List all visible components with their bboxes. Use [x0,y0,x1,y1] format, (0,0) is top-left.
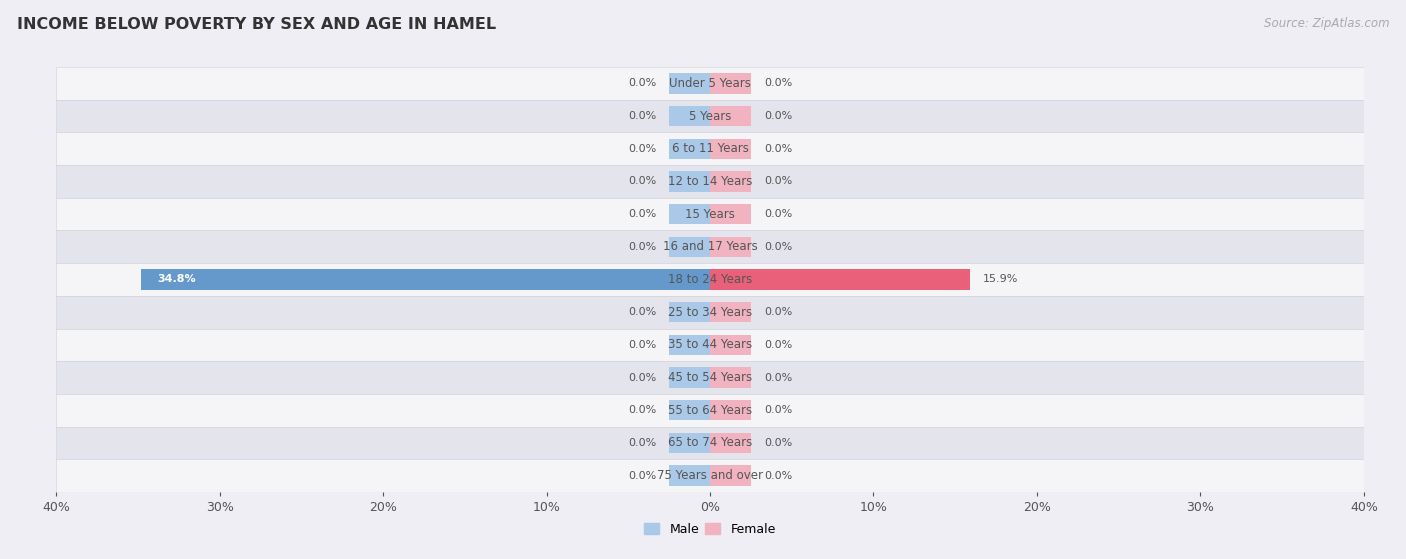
Text: 0.0%: 0.0% [763,340,792,350]
Text: 55 to 64 Years: 55 to 64 Years [668,404,752,416]
Text: 0.0%: 0.0% [763,307,792,317]
Bar [710,302,751,323]
Bar [710,269,970,290]
Text: 0.0%: 0.0% [763,144,792,154]
Text: 0.0%: 0.0% [763,111,792,121]
Bar [669,236,710,257]
Text: 12 to 14 Years: 12 to 14 Years [668,175,752,188]
Text: 0.0%: 0.0% [763,438,792,448]
Bar [669,433,710,453]
Bar [710,335,751,355]
Bar [710,171,751,192]
Bar [56,132,1364,165]
Bar [141,269,710,290]
Bar [56,329,1364,361]
Text: 0.0%: 0.0% [628,405,657,415]
Text: 75 Years and over: 75 Years and over [657,469,763,482]
Bar [710,433,751,453]
Bar [669,466,710,486]
Text: 0.0%: 0.0% [628,307,657,317]
Text: 34.8%: 34.8% [157,274,197,285]
Text: 0.0%: 0.0% [763,177,792,187]
Legend: Male, Female: Male, Female [640,518,780,541]
Text: Source: ZipAtlas.com: Source: ZipAtlas.com [1264,17,1389,30]
Text: 15.9%: 15.9% [983,274,1018,285]
Text: 5 Years: 5 Years [689,110,731,122]
Bar [669,106,710,126]
Bar [710,367,751,388]
Bar [56,100,1364,132]
Bar [710,466,751,486]
Text: 0.0%: 0.0% [628,372,657,382]
Text: 0.0%: 0.0% [628,111,657,121]
Bar [710,400,751,420]
Bar [56,427,1364,459]
Text: 0.0%: 0.0% [628,242,657,252]
Text: 0.0%: 0.0% [763,78,792,88]
Text: 0.0%: 0.0% [628,177,657,187]
Text: 6 to 11 Years: 6 to 11 Years [672,143,748,155]
Bar [710,73,751,93]
Text: 0.0%: 0.0% [628,340,657,350]
Bar [669,204,710,224]
Text: 25 to 34 Years: 25 to 34 Years [668,306,752,319]
Text: 0.0%: 0.0% [628,438,657,448]
Bar [56,67,1364,100]
Bar [56,198,1364,230]
Bar [710,106,751,126]
Text: INCOME BELOW POVERTY BY SEX AND AGE IN HAMEL: INCOME BELOW POVERTY BY SEX AND AGE IN H… [17,17,496,32]
Text: 65 to 74 Years: 65 to 74 Years [668,437,752,449]
Bar [56,296,1364,329]
Text: 0.0%: 0.0% [628,78,657,88]
Text: 0.0%: 0.0% [763,471,792,481]
Bar [710,236,751,257]
Text: 16 and 17 Years: 16 and 17 Years [662,240,758,253]
Text: 0.0%: 0.0% [763,209,792,219]
Bar [669,73,710,93]
Bar [56,230,1364,263]
Bar [669,302,710,323]
Bar [710,204,751,224]
Bar [56,394,1364,427]
Text: 0.0%: 0.0% [628,471,657,481]
Text: 0.0%: 0.0% [763,372,792,382]
Bar [669,171,710,192]
Bar [56,459,1364,492]
Bar [669,400,710,420]
Text: 0.0%: 0.0% [763,242,792,252]
Bar [56,263,1364,296]
Bar [710,139,751,159]
Bar [669,335,710,355]
Text: 35 to 44 Years: 35 to 44 Years [668,338,752,352]
Text: Under 5 Years: Under 5 Years [669,77,751,90]
Bar [56,165,1364,198]
Text: 0.0%: 0.0% [628,209,657,219]
Bar [669,367,710,388]
Text: 45 to 54 Years: 45 to 54 Years [668,371,752,384]
Text: 0.0%: 0.0% [628,144,657,154]
Text: 18 to 24 Years: 18 to 24 Years [668,273,752,286]
Bar [669,139,710,159]
Text: 15 Years: 15 Years [685,207,735,221]
Text: 0.0%: 0.0% [763,405,792,415]
Bar [56,361,1364,394]
